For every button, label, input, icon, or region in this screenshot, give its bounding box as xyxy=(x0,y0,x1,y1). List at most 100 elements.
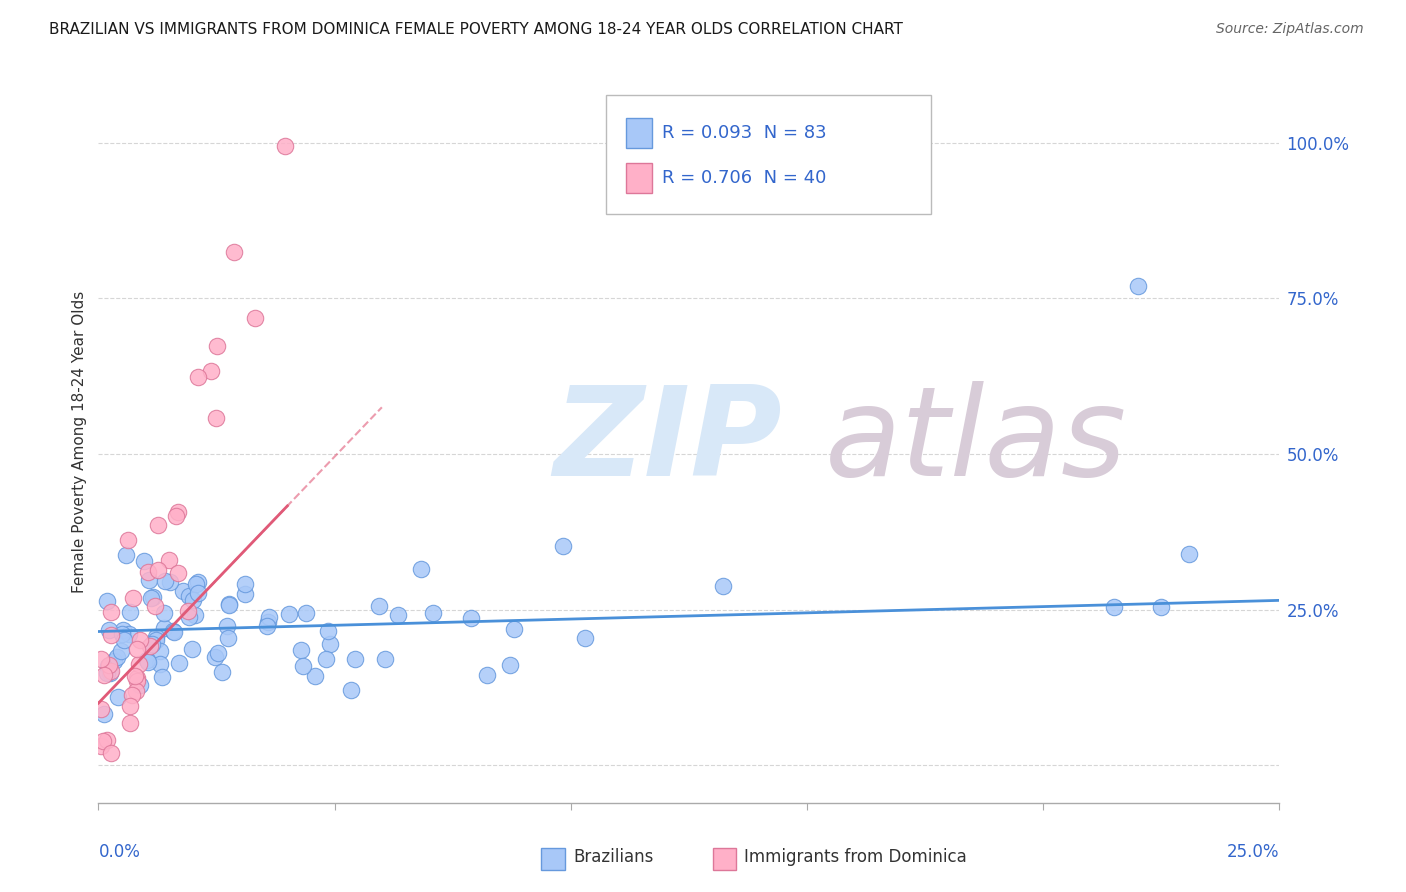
Point xyxy=(711,579,734,593)
Point xyxy=(460,611,482,625)
Text: BRAZILIAN VS IMMIGRANTS FROM DOMINICA FEMALE POVERTY AMONG 18-24 YEAR OLDS CORRE: BRAZILIAN VS IMMIGRANTS FROM DOMINICA FE… xyxy=(49,22,903,37)
Point xyxy=(145,631,167,645)
Point xyxy=(177,603,200,617)
Point xyxy=(120,605,142,619)
Point xyxy=(207,647,229,661)
Point xyxy=(187,370,209,384)
Point xyxy=(124,669,146,683)
FancyBboxPatch shape xyxy=(626,118,652,148)
FancyBboxPatch shape xyxy=(626,162,652,193)
Point xyxy=(96,593,118,607)
Point xyxy=(179,610,201,624)
Point xyxy=(218,598,240,612)
Point xyxy=(142,590,165,604)
Point xyxy=(374,651,396,665)
Point xyxy=(146,518,169,533)
Point xyxy=(180,642,202,657)
Point xyxy=(98,658,121,673)
Point xyxy=(257,615,280,630)
Point xyxy=(118,698,141,713)
Point xyxy=(319,638,342,652)
Point xyxy=(204,649,226,664)
Point xyxy=(187,585,209,599)
Point xyxy=(93,707,115,722)
Point xyxy=(304,669,326,683)
Text: ZIP: ZIP xyxy=(553,381,782,502)
Point xyxy=(318,624,340,638)
Point xyxy=(172,584,194,599)
Point xyxy=(233,587,256,601)
Point xyxy=(315,652,337,666)
Point xyxy=(167,505,190,519)
Point xyxy=(211,665,233,679)
Point xyxy=(112,623,135,637)
Point xyxy=(128,678,150,692)
Text: R = 0.706  N = 40: R = 0.706 N = 40 xyxy=(662,169,827,186)
Point xyxy=(187,575,209,590)
Point xyxy=(277,607,299,622)
Point xyxy=(235,577,257,591)
Point xyxy=(166,566,188,581)
Point xyxy=(499,658,522,673)
Point xyxy=(422,606,444,620)
Point xyxy=(136,566,159,580)
Point xyxy=(200,364,222,378)
Point xyxy=(96,666,118,681)
Point xyxy=(291,659,314,673)
Point xyxy=(118,715,141,730)
Point xyxy=(100,746,122,760)
Point xyxy=(259,610,281,624)
Point xyxy=(1102,599,1125,614)
Point xyxy=(143,599,166,613)
Point xyxy=(100,628,122,642)
Point xyxy=(111,627,134,641)
Point xyxy=(1178,547,1201,561)
Point xyxy=(97,659,120,673)
Point xyxy=(217,632,239,646)
FancyBboxPatch shape xyxy=(606,95,931,214)
Point xyxy=(207,339,229,353)
Text: R = 0.093  N = 83: R = 0.093 N = 83 xyxy=(662,124,827,142)
Point xyxy=(146,563,169,577)
Point xyxy=(118,626,141,640)
Text: 25.0%: 25.0% xyxy=(1227,843,1279,861)
Point xyxy=(145,633,167,648)
Point xyxy=(110,643,132,657)
Point xyxy=(98,665,121,680)
FancyBboxPatch shape xyxy=(541,848,565,870)
Point xyxy=(128,632,150,647)
Point xyxy=(149,657,172,671)
Point xyxy=(136,656,159,670)
Point xyxy=(256,619,278,633)
Point xyxy=(141,591,163,605)
Point xyxy=(152,621,174,635)
Point xyxy=(551,539,574,553)
Point xyxy=(150,670,173,684)
Point xyxy=(107,690,129,704)
Point xyxy=(179,590,201,604)
Point xyxy=(162,624,184,638)
Point xyxy=(128,657,150,671)
Point xyxy=(125,642,148,657)
Point xyxy=(245,311,267,326)
Text: Brazilians: Brazilians xyxy=(574,848,654,866)
Point xyxy=(343,652,366,666)
Point xyxy=(139,639,162,653)
FancyBboxPatch shape xyxy=(713,848,737,870)
Point xyxy=(159,574,181,589)
Point xyxy=(121,688,143,702)
Point xyxy=(574,631,596,645)
Point xyxy=(114,548,136,562)
Point xyxy=(127,672,149,686)
Point xyxy=(105,650,128,665)
Point xyxy=(127,674,149,689)
Point xyxy=(222,244,245,259)
Point xyxy=(205,411,228,425)
Point xyxy=(1126,278,1149,293)
Point xyxy=(290,643,312,657)
Point xyxy=(340,683,363,698)
Point xyxy=(138,574,160,588)
Point xyxy=(387,608,409,623)
Text: Immigrants from Dominica: Immigrants from Dominica xyxy=(744,848,967,866)
Point xyxy=(93,668,115,682)
